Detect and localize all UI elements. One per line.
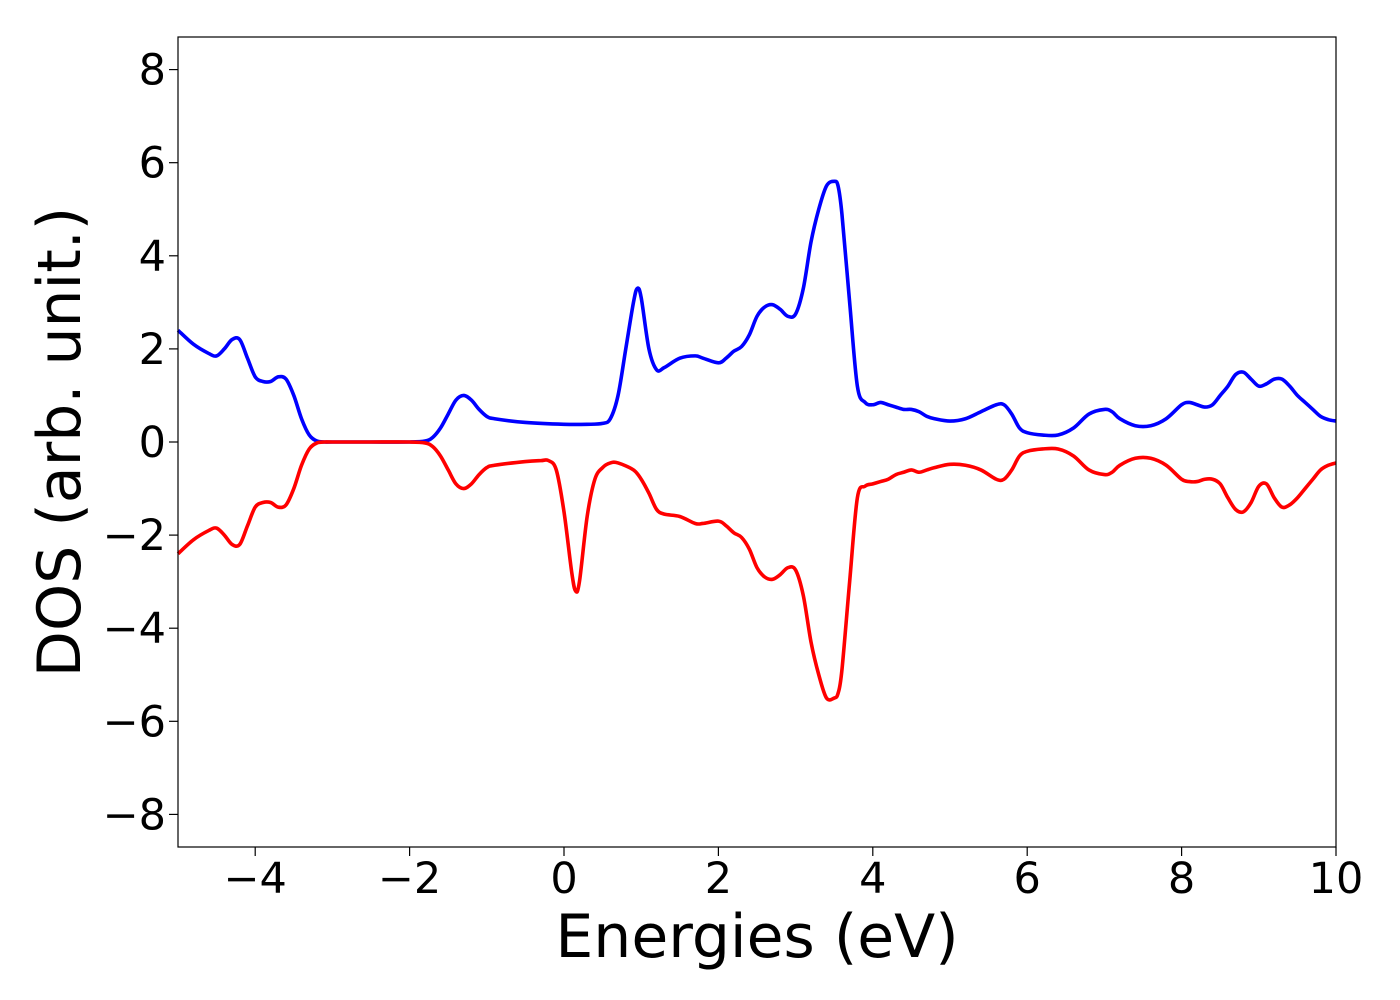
x-tick-label: 4 bbox=[859, 854, 886, 904]
y-tick-label: 0 bbox=[139, 418, 166, 468]
x-axis: −4 −2 0 2 4 6 8 10 bbox=[224, 847, 1364, 904]
x-axis-label: Energies (eV) bbox=[555, 902, 958, 972]
x-tick-label: 8 bbox=[1168, 854, 1195, 904]
y-axis: −8 −6 −4 −2 0 2 4 6 8 bbox=[103, 46, 178, 840]
y-tick-label: 8 bbox=[139, 46, 166, 96]
x-tick-label: 0 bbox=[550, 854, 577, 904]
y-tick-label: −2 bbox=[103, 511, 166, 561]
x-tick-label: −4 bbox=[224, 854, 287, 904]
y-tick-label: −6 bbox=[103, 697, 166, 747]
y-tick-label: −8 bbox=[103, 790, 166, 840]
x-tick-label: −2 bbox=[378, 854, 441, 904]
y-tick-label: 2 bbox=[139, 325, 166, 375]
x-tick-label: 2 bbox=[705, 854, 732, 904]
y-tick-label: 4 bbox=[139, 232, 166, 282]
series-line-2 bbox=[176, 440, 1337, 702]
y-axis-label: DOS (arb. unit.) bbox=[25, 207, 95, 677]
series-layer bbox=[176, 179, 1337, 702]
y-tick-label: 6 bbox=[139, 139, 166, 189]
x-tick-label: 6 bbox=[1014, 854, 1041, 904]
y-tick-label: −4 bbox=[103, 604, 166, 654]
x-tick-label: 10 bbox=[1309, 854, 1364, 904]
